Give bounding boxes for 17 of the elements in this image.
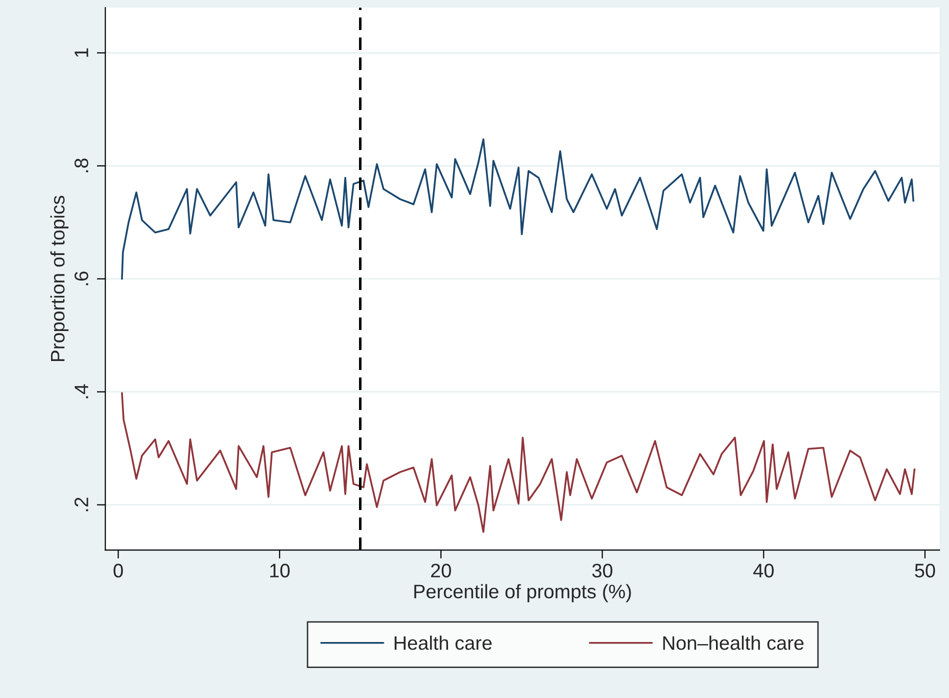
x-tick-label: 40 (753, 564, 774, 578)
y-tick-label: .8 (74, 158, 88, 172)
x-tick-label: 0 (114, 564, 123, 578)
y-tick-label: .2 (74, 498, 88, 512)
x-tick-label: 30 (592, 564, 612, 578)
x-tick-label: 20 (431, 564, 451, 578)
y-tick-label: .4 (74, 384, 88, 398)
legend-label: Health care (394, 636, 492, 650)
x-tick-label: 50 (914, 564, 936, 578)
y-tick-label: 1 (74, 48, 88, 57)
x-axis-title: Percentile of prompts (%) (414, 584, 631, 602)
line-series (121, 392, 916, 533)
x-tick-label: 10 (270, 564, 290, 578)
line-series (121, 138, 914, 280)
y-axis-title: Proportion of topics (50, 196, 68, 362)
legend-label: Non–health care (663, 636, 804, 650)
y-tick-label: .6 (74, 272, 88, 286)
